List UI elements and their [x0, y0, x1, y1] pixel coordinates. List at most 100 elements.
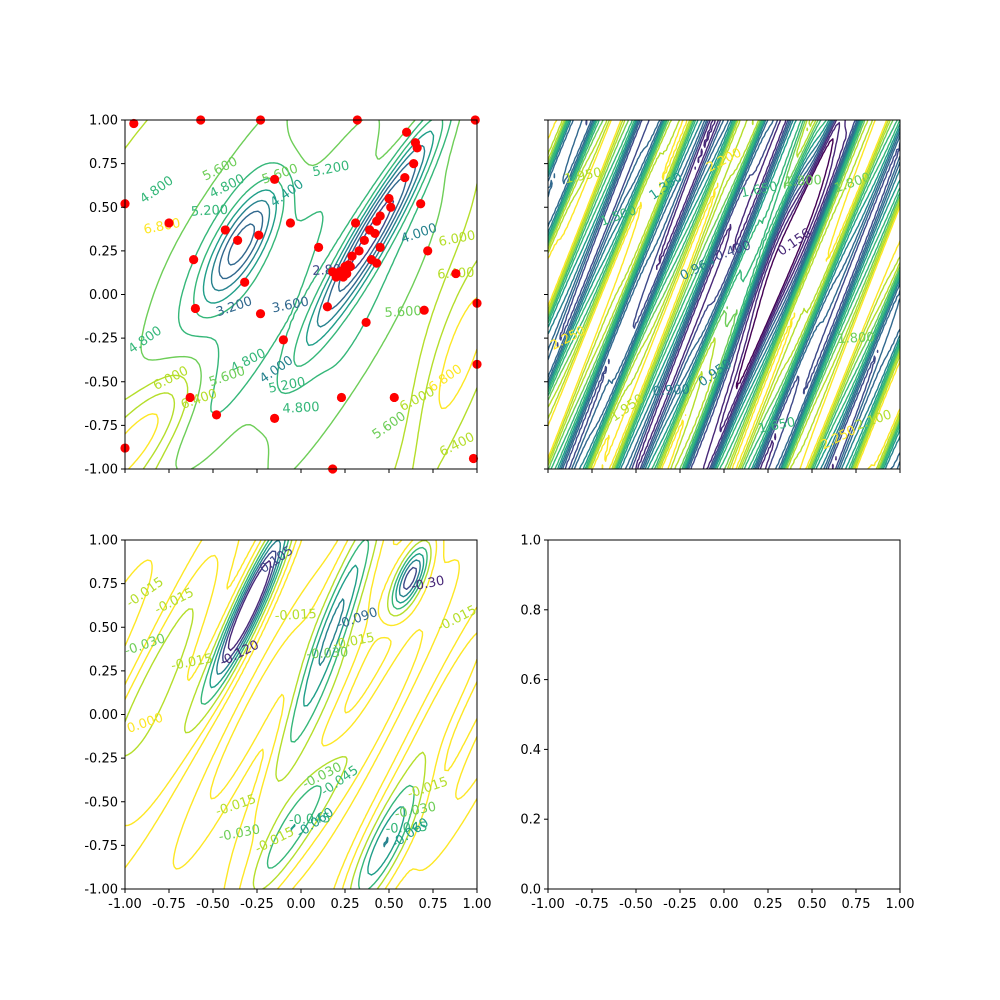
top-left-ytick-label: -0.50	[84, 375, 118, 390]
bottom-right-xtick-label: -0.75	[575, 897, 609, 912]
scatter-point	[372, 216, 382, 226]
top-right-contour-label: 1.650	[757, 415, 796, 437]
scatter-point	[338, 265, 348, 275]
bottom-right-ytick-label: 1.0	[520, 534, 541, 549]
scatter-point	[211, 410, 222, 420]
top-right-contour-level	[548, 120, 900, 469]
scatter-point	[185, 392, 195, 403]
scatter-point	[370, 228, 380, 239]
top-left-ytick-label: 0.50	[89, 201, 118, 216]
scatter-point	[386, 202, 396, 212]
bottom-right-xtick-label: 1.00	[886, 897, 915, 912]
top-right-contour-label: 1.950	[564, 165, 603, 187]
bottom-left-contour-level	[125, 540, 477, 889]
scatter-point	[270, 413, 280, 423]
top-right-contour-label: 1.650	[740, 179, 779, 201]
top-left-ytick-label: -0.25	[84, 332, 118, 347]
scatter-point	[409, 159, 419, 169]
scatter-point	[451, 268, 461, 279]
bottom-left-xtick-label: -0.25	[240, 897, 274, 912]
top-right-contour-level	[694, 120, 841, 433]
scatter-point	[233, 235, 243, 246]
top-left-contour-label: 5.200	[267, 375, 306, 397]
top-right-contour-level	[548, 120, 900, 469]
bottom-left-contour-level	[216, 540, 421, 848]
scatter-point	[314, 242, 324, 252]
scatter-point	[400, 172, 410, 183]
top-right-contour-level	[548, 120, 900, 469]
top-right-contour-lines	[548, 120, 900, 469]
bottom-right-axes: -1.00 -0.75 -0.50 -0.25 0.00 0.25 0.50 0.75 1.00…	[520, 534, 914, 913]
bottom-left-ytick-label: -0.25	[84, 752, 118, 767]
top-left-contour-label: 5.200	[191, 203, 229, 220]
top-left-ytick-label: -0.75	[84, 419, 118, 434]
bottom-left-xtick-label: 0.25	[331, 897, 360, 912]
bottom-left-ytick-label: -0.75	[84, 839, 118, 854]
scatter-point	[255, 309, 266, 319]
bottom-left-xtick-label: -0.75	[152, 897, 186, 912]
top-right-contour-label: 0.900	[652, 383, 690, 400]
scatter-point	[336, 392, 347, 403]
bottom-left-ytick-label: 1.00	[89, 534, 118, 549]
top-left-ytick-label: -1.00	[84, 463, 118, 478]
bottom-left-ytick-label: -0.50	[84, 795, 118, 810]
top-right-contour-level	[635, 120, 847, 469]
bottom-left-axes: -1.00 -0.75 -0.50 -0.25 0.00 0.25 0.50 0.75 1.00…	[84, 534, 491, 913]
bottom-left-ytick-label: 0.25	[89, 664, 118, 679]
top-left-ytick-label: 0.25	[89, 244, 118, 259]
scatter-point	[189, 255, 199, 265]
bottom-left-contour-level	[125, 540, 432, 889]
scatter-point	[164, 218, 174, 228]
bottom-left-xtick-label: -1.00	[108, 897, 142, 912]
empty-panel-bottom-right: -1.00 -0.75 -0.50 -0.25 0.00 0.25 0.50 0.75 1.00…	[520, 534, 914, 913]
bottom-left-contour-label: -0.015	[274, 607, 317, 624]
scatter-point	[384, 193, 394, 204]
bottom-left-contour-level	[200, 540, 428, 889]
top-right-contour-level	[548, 120, 900, 469]
scatter-point	[347, 251, 357, 261]
top-left-contour-label: 6.000	[437, 228, 476, 250]
scatter-point	[129, 118, 139, 129]
top-left-contour-label: 5.600	[384, 304, 422, 321]
top-right-contour-level	[735, 138, 834, 390]
bottom-right-ytick-label: 0.6	[520, 673, 541, 688]
top-left-ytick-label: 0.00	[89, 288, 118, 303]
top-right-contour-label: 1.800	[837, 330, 875, 347]
scatter-point	[285, 218, 296, 228]
top-left-scatter	[120, 115, 482, 474]
bottom-left-contour-level	[227, 560, 272, 652]
top-left-contour-level	[202, 130, 435, 346]
top-right-contour-level	[556, 120, 900, 469]
bottom-right-ytick-label: 0.0	[520, 883, 541, 898]
scatter-point	[389, 392, 399, 403]
scatter-point	[190, 303, 200, 314]
scatter-point	[278, 335, 288, 345]
scatter-point	[361, 317, 371, 328]
bottom-right-xtick-label: 0.75	[842, 897, 871, 912]
top-left-contour-label: 5.200	[311, 158, 350, 180]
top-left-ytick-label: 0.75	[89, 157, 118, 172]
bottom-left-ytick-label: 0.50	[89, 621, 118, 636]
bottom-right-xtick-label: 0.00	[710, 897, 739, 912]
bottom-left-contour-label: -0.045	[289, 811, 332, 828]
scatter-point	[468, 453, 479, 464]
top-right-contour-level	[548, 120, 900, 469]
bottom-left-ytick-label: -1.00	[84, 883, 118, 898]
bottom-left-xtick-label: -0.50	[196, 897, 230, 912]
top-right-axes	[544, 119, 901, 473]
top-left-contour-label: 4.800	[282, 400, 320, 417]
top-left-ytick-label: 1.00	[89, 114, 118, 129]
top-right-contour-level	[548, 120, 900, 469]
bottom-right-xtick-label: -0.25	[663, 897, 697, 912]
bottom-left-contour-level	[209, 540, 425, 876]
bottom-right-ytick-label: 0.2	[520, 813, 541, 828]
scatter-point	[240, 277, 250, 287]
scatter-point	[412, 143, 422, 153]
bottom-left-xtick-label: 1.00	[463, 897, 492, 912]
top-left-contour-level	[210, 145, 426, 328]
scatter-point	[402, 127, 412, 137]
scatter-point	[322, 302, 332, 312]
